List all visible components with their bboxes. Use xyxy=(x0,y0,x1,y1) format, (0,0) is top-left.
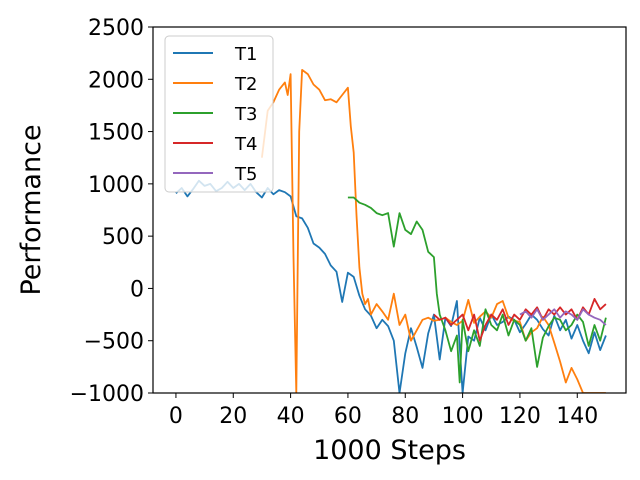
y-tick-label: 1000 xyxy=(88,173,144,198)
y-tick-label: 2500 xyxy=(88,16,144,41)
plot-frame xyxy=(152,26,627,394)
x-tick-label: 140 xyxy=(556,404,598,429)
y-axis-label: Performance xyxy=(16,124,47,295)
legend: T1 T2 T3 T4 T5 xyxy=(164,35,274,193)
series-line-t2 xyxy=(261,69,606,393)
y-tick-label: 1500 xyxy=(88,121,144,146)
y-tick-label: 0 xyxy=(130,277,144,302)
x-axis-label: 1000 Steps xyxy=(313,435,466,466)
legend-label-t1: T1 xyxy=(234,44,257,65)
x-tick-label: 120 xyxy=(499,404,541,429)
y-tick-label: −1000 xyxy=(70,382,144,407)
y-tick-label: 500 xyxy=(102,225,144,250)
legend-label-t5: T5 xyxy=(234,164,257,185)
legend-box xyxy=(164,35,274,193)
x-tick-label: 40 xyxy=(277,404,305,429)
legend-label-t4: T4 xyxy=(234,134,257,155)
y-axis-ticks: −1000 −500 0 500 1000 1500 2000 2500 xyxy=(70,16,153,407)
x-tick-label: 80 xyxy=(391,404,419,429)
x-tick-label: 0 xyxy=(169,404,183,429)
series-line-t5 xyxy=(519,308,607,326)
series-line-t1 xyxy=(175,179,607,393)
x-axis-ticks: 0 20 40 60 80 100 120 140 xyxy=(169,393,598,429)
series-line-t3 xyxy=(347,196,607,384)
legend-label-t2: T2 xyxy=(234,74,257,95)
y-tick-label: −500 xyxy=(84,330,144,355)
x-tick-label: 60 xyxy=(334,404,362,429)
legend-label-t3: T3 xyxy=(234,104,257,125)
x-tick-label: 20 xyxy=(219,404,247,429)
x-tick-label: 100 xyxy=(442,404,484,429)
y-tick-label: 2000 xyxy=(88,68,144,93)
